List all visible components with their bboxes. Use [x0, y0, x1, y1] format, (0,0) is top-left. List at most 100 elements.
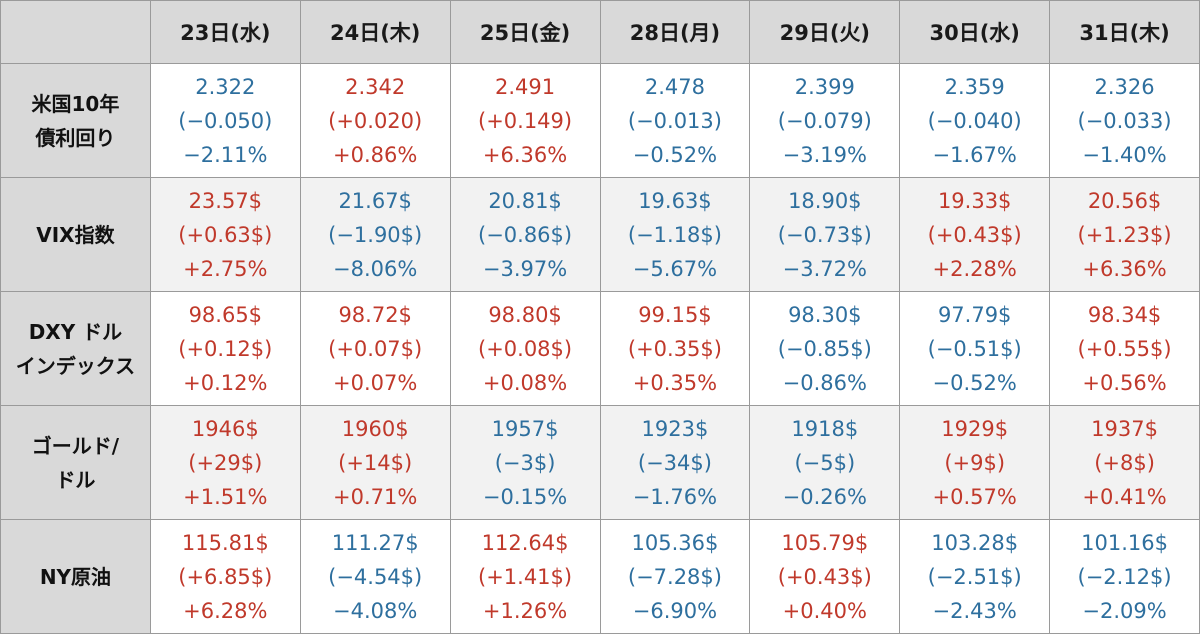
data-cell: 2.491 (+0.149) +6.36%: [449, 63, 601, 178]
cell-pct: −3.19%: [782, 142, 867, 167]
cell-value: 105.79$: [781, 530, 869, 555]
data-cell: 98.72$ (+0.07$) +0.07%: [299, 291, 451, 406]
cell-value: 98.72$: [338, 302, 412, 327]
cell-change: (+8$): [1094, 450, 1155, 475]
cell-value: 1929$: [941, 416, 1009, 441]
data-cell: 1923$ (−34$) −1.76%: [599, 405, 751, 520]
data-cell: 105.79$ (+0.43$) +0.40%: [749, 519, 901, 634]
row-label-line: 米国10年: [31, 91, 120, 116]
cell-value: 2.322: [195, 74, 256, 99]
cell-pct: −3.72%: [782, 256, 867, 281]
column-header: 31日(木): [1049, 0, 1200, 64]
cell-change: (+0.07$): [328, 336, 423, 361]
row-label: DXY ドル インデックス: [0, 291, 151, 406]
table-row: NY原油 115.81$ (+6.85$) +6.28% 111.27$ (−4.54$)…: [0, 519, 1200, 634]
row-label: VIX指数: [0, 177, 151, 292]
cell-change: (+0.12$): [178, 336, 273, 361]
column-header: 28日(月): [599, 0, 751, 64]
cell-pct: −0.26%: [782, 484, 867, 509]
data-cell: 20.56$ (+1.23$) +6.36%: [1049, 177, 1200, 292]
cell-change: (−7.28$): [627, 564, 722, 589]
cell-pct: −0.52%: [632, 142, 718, 167]
cell-change: (+0.63$): [178, 222, 273, 247]
cell-value: 2.491: [495, 74, 556, 99]
cell-value: 1957$: [491, 416, 559, 441]
cell-value: 98.80$: [488, 302, 562, 327]
cell-value: 98.65$: [188, 302, 263, 327]
cell-value: 103.28$: [931, 530, 1019, 555]
column-header: 24日(木): [299, 0, 451, 64]
cell-change: (−0.85$): [777, 336, 872, 361]
cell-change: (−5$): [794, 450, 856, 475]
cell-pct: −2.11%: [183, 142, 268, 167]
cell-value: 1918$: [791, 416, 859, 441]
row-label-line: NY原油: [39, 564, 112, 589]
header-row: 23日(水) 24日(木) 25日(金) 28日(月) 29日(火) 30日(水…: [0, 0, 1200, 64]
data-cell: 2.322 (−0.050) −2.11%: [149, 63, 301, 178]
cell-pct: +0.07%: [333, 370, 418, 395]
cell-value: 1946$: [191, 416, 259, 441]
table-row: 米国10年 債利回り 2.322 (−0.050) −2.11% 2.342 (+0.020…: [0, 63, 1200, 178]
cell-change: (+0.35$): [627, 336, 722, 361]
cell-pct: +6.36%: [1082, 256, 1167, 281]
row-label-line: ゴールド/: [31, 433, 120, 458]
cell-value: 20.81$: [488, 188, 562, 213]
cell-change: (+29$): [188, 450, 263, 475]
cell-change: (+1.41$): [478, 564, 573, 589]
cell-pct: −3.97%: [482, 256, 568, 281]
cell-value: 98.34$: [1087, 302, 1162, 327]
cell-pct: −8.06%: [333, 256, 418, 281]
cell-value: 23.57$: [188, 188, 263, 213]
data-cell: 111.27$ (−4.54$) −4.08%: [299, 519, 451, 634]
data-cell: 98.80$ (+0.08$) +0.08%: [449, 291, 601, 406]
cell-pct: +0.41%: [1082, 484, 1167, 509]
data-cell: 112.64$ (+1.41$) +1.26%: [449, 519, 601, 634]
data-cell: 20.81$ (−0.86$) −3.97%: [449, 177, 601, 292]
cell-pct: +0.57%: [932, 484, 1017, 509]
cell-value: 1960$: [341, 416, 409, 441]
cell-value: 2.399: [794, 74, 855, 99]
row-label: ゴールド/ドル: [0, 405, 151, 520]
cell-change: (+0.08$): [478, 336, 573, 361]
data-cell: 1960$ (+14$) +0.71%: [299, 405, 451, 520]
row-label-line: VIX指数: [36, 222, 115, 247]
cell-pct: +1.51%: [183, 484, 268, 509]
cell-change: (−0.079): [777, 108, 872, 133]
table-body: 米国10年 債利回り 2.322 (−0.050) −2.11% 2.342 (+0.020…: [0, 63, 1200, 634]
cell-change: (+14$): [338, 450, 413, 475]
cell-value: 99.15$: [638, 302, 712, 327]
cell-change: (+0.55$): [1077, 336, 1172, 361]
table-row: DXY ドル インデックス 98.65$ (+0.12$) +0.12% 98.72$ (+…: [0, 291, 1200, 406]
cell-value: 20.56$: [1087, 188, 1162, 213]
column-header: 30日(水): [899, 0, 1051, 64]
cell-value: 2.326: [1094, 74, 1155, 99]
data-cell: 1946$ (+29$) +1.51%: [149, 405, 301, 520]
cell-pct: −1.76%: [632, 484, 718, 509]
cell-pct: −5.67%: [632, 256, 718, 281]
data-cell: 115.81$ (+6.85$) +6.28%: [149, 519, 301, 634]
data-cell: 21.67$ (−1.90$) −8.06%: [299, 177, 451, 292]
data-cell: 1918$ (−5$) −0.26%: [749, 405, 901, 520]
cell-change: (−2.51$): [927, 564, 1022, 589]
data-cell: 105.36$ (−7.28$) −6.90%: [599, 519, 751, 634]
cell-value: 19.63$: [638, 188, 712, 213]
cell-change: (−0.033): [1077, 108, 1172, 133]
cell-change: (−0.51$): [927, 336, 1022, 361]
data-cell: 18.90$ (−0.73$) −3.72%: [749, 177, 901, 292]
data-cell: 19.33$ (+0.43$) +2.28%: [899, 177, 1051, 292]
cell-value: 2.359: [944, 74, 1005, 99]
cell-value: 105.36$: [631, 530, 719, 555]
data-cell: 2.399 (−0.079) −3.19%: [749, 63, 901, 178]
cell-pct: +0.35%: [632, 370, 718, 395]
row-label-line: 債利回り: [35, 125, 116, 150]
row-label-line: DXY ドル: [28, 319, 123, 344]
corner-cell: [0, 0, 151, 64]
cell-change: (−1.18$): [627, 222, 722, 247]
cell-pct: +1.26%: [482, 598, 568, 623]
data-cell: 1937$ (+8$) +0.41%: [1049, 405, 1200, 520]
cell-value: 1937$: [1091, 416, 1158, 441]
cell-change: (−34$): [637, 450, 712, 475]
cell-change: (+0.43$): [927, 222, 1022, 247]
cell-pct: +2.75%: [183, 256, 268, 281]
column-header: 23日(水): [149, 0, 301, 64]
